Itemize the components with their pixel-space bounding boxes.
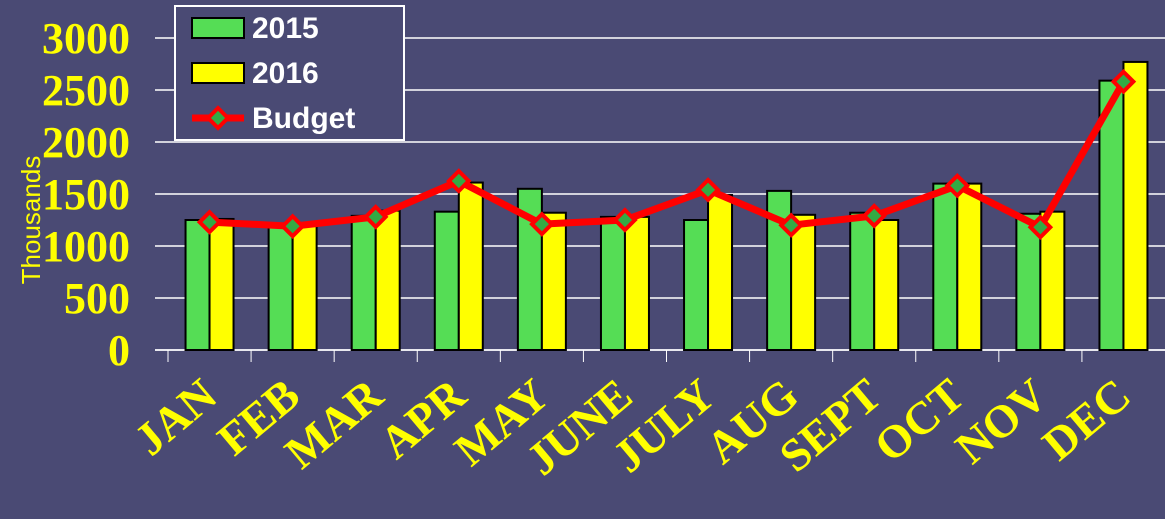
- budget-marker: [1027, 214, 1054, 241]
- bar: [208, 217, 235, 351]
- bar: [707, 194, 734, 351]
- budget-marker: [612, 207, 638, 233]
- legend-label: Budget: [252, 102, 355, 135]
- y-tick-label: 0: [108, 326, 130, 375]
- legend-swatch: [191, 17, 245, 39]
- bar: [932, 182, 959, 351]
- bar: [1122, 60, 1149, 351]
- budget-marker: [778, 212, 804, 238]
- y-tick-label: 1000: [42, 222, 130, 271]
- budget-marker: [196, 209, 223, 235]
- bar: [540, 211, 567, 351]
- bar: [350, 214, 377, 351]
- budget-marker: [1110, 68, 1137, 95]
- y-tick-label: 2500: [42, 66, 130, 115]
- bar: [623, 215, 650, 351]
- budget-marker: [362, 204, 389, 230]
- budget-marker: [279, 213, 306, 239]
- bar: [184, 219, 211, 351]
- bar: [956, 182, 983, 351]
- bar: [849, 211, 876, 351]
- y-tick-label: 3000: [42, 14, 130, 63]
- budget-marker: [861, 203, 887, 229]
- legend-marker: [205, 105, 231, 131]
- y-tick-label: 500: [64, 274, 130, 323]
- budget-marker: [529, 211, 555, 237]
- bar: [683, 219, 710, 351]
- y-tick-label: 2000: [42, 118, 130, 167]
- bar: [433, 210, 460, 351]
- bar: [267, 224, 294, 351]
- bar: [291, 223, 318, 351]
- legend-label: 2016: [252, 57, 319, 90]
- bar: [599, 215, 626, 351]
- budget-line: [209, 79, 1127, 231]
- y-axis-label: Thousands: [16, 156, 46, 285]
- budget-marker: [446, 168, 472, 194]
- bar: [790, 213, 817, 351]
- y-tick-label: 1500: [42, 170, 130, 219]
- legend-swatch: [191, 62, 245, 84]
- budget-marker: [944, 172, 971, 199]
- bar: [457, 181, 484, 351]
- budget-marker: [695, 177, 721, 203]
- bar: [873, 219, 900, 351]
- bar: [374, 209, 401, 351]
- legend-label: 2015: [252, 12, 319, 45]
